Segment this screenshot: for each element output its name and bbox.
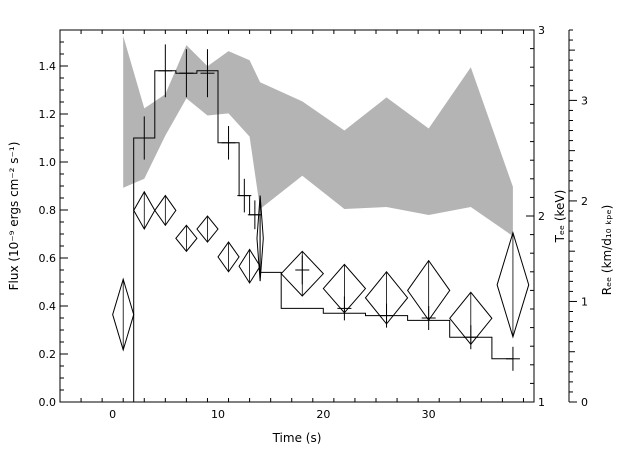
flux-tick-label: 1.2 bbox=[39, 108, 57, 121]
x-tick-label: 0 bbox=[109, 408, 116, 421]
flux-tick-label: 0.4 bbox=[39, 300, 57, 313]
kt-tick-label: 1 bbox=[538, 396, 545, 409]
kt-diamond bbox=[256, 195, 264, 282]
kt-diamond bbox=[322, 263, 367, 314]
r-bb-axis-label: Rₑₑ (km/d₁₀ ₖₚₑ) bbox=[600, 205, 614, 296]
flux-axis-label: Flux (10⁻⁹ ergs cm⁻² s⁻¹) bbox=[7, 142, 21, 291]
kt-diamond bbox=[406, 259, 451, 322]
kt-tick-label: 3 bbox=[538, 24, 545, 37]
x-tick-label: 10 bbox=[211, 408, 225, 421]
x-axis-label: Time (s) bbox=[272, 431, 322, 445]
flux-error-bar bbox=[237, 178, 252, 213]
flux-ticks: 0.0 0.2 0.4 0.6 0.8 1.0 1.2 1.4 bbox=[39, 29, 68, 409]
flux-tick-label: 0.2 bbox=[39, 348, 57, 361]
r-tick-label: 0 bbox=[581, 396, 588, 409]
kt-axis-label: Tₑₑ (keV) bbox=[553, 190, 567, 244]
r-tick-label: 1 bbox=[581, 295, 588, 308]
kt-diamond bbox=[112, 277, 135, 352]
r-bb-band bbox=[123, 36, 513, 237]
flux-tick-label: 0.0 bbox=[39, 396, 57, 409]
kt-diamond bbox=[217, 241, 240, 273]
flux-error-bar bbox=[137, 116, 152, 160]
kt-diamond bbox=[364, 271, 409, 325]
flux-error-bar bbox=[505, 346, 520, 371]
x-tick-label: 20 bbox=[316, 408, 330, 421]
kt-diamond bbox=[154, 194, 177, 227]
kt-tick-label: 2 bbox=[538, 210, 545, 223]
flux-error-bar bbox=[158, 44, 173, 98]
r-tick-label: 2 bbox=[581, 195, 588, 208]
flux-error-bar bbox=[247, 200, 262, 230]
kt-diamond bbox=[175, 224, 198, 253]
flux-tick-label: 1.0 bbox=[39, 156, 57, 169]
kt-diamond bbox=[449, 291, 493, 346]
flux-error-bar bbox=[221, 126, 236, 160]
kt-diamond bbox=[196, 215, 219, 243]
kt-ticks: 1 2 3 bbox=[526, 24, 545, 409]
flux-tick-label: 0.6 bbox=[39, 252, 57, 265]
flux-error-bar bbox=[200, 49, 215, 98]
flux-error-bar bbox=[179, 49, 194, 98]
kt-diamond-layer bbox=[112, 190, 530, 352]
kt-diamond bbox=[280, 250, 325, 297]
flux-tick-label: 0.8 bbox=[39, 204, 57, 217]
r-tick-label: 3 bbox=[581, 94, 588, 107]
x-ticks: 0 10 20 30 bbox=[59, 30, 524, 421]
kt-diamond bbox=[496, 231, 530, 339]
r-bb-band-area bbox=[123, 36, 513, 237]
x-tick-label: 30 bbox=[422, 408, 436, 421]
flux-tick-label: 1.4 bbox=[39, 60, 57, 73]
r-ticks: 0 1 2 3 bbox=[569, 29, 588, 409]
